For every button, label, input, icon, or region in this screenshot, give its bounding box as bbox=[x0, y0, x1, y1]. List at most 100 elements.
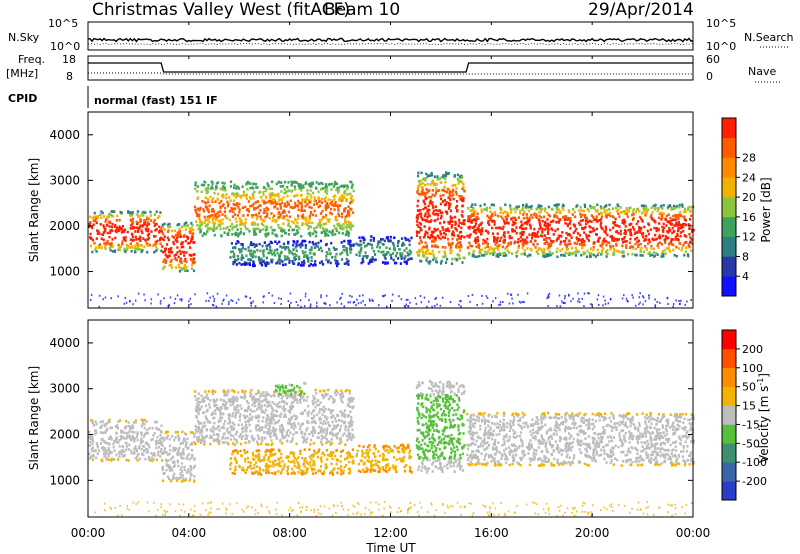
data-cell bbox=[97, 246, 101, 249]
data-cell bbox=[229, 256, 232, 259]
data-cell bbox=[135, 435, 139, 439]
data-cell bbox=[223, 422, 226, 426]
data-cell bbox=[502, 241, 505, 244]
data-cell bbox=[255, 424, 258, 427]
data-cell bbox=[284, 413, 287, 416]
data-cell bbox=[235, 263, 238, 266]
data-cell bbox=[286, 186, 289, 189]
data-cell bbox=[454, 221, 457, 225]
data-cell bbox=[417, 213, 420, 217]
data-cell bbox=[332, 424, 335, 428]
data-cell bbox=[102, 448, 105, 452]
data-cell bbox=[259, 407, 262, 410]
data-cell bbox=[136, 246, 140, 250]
data-cell bbox=[96, 232, 99, 235]
data-cell bbox=[600, 207, 603, 210]
data-cell bbox=[154, 240, 157, 244]
data-cell bbox=[272, 418, 275, 422]
data-cell bbox=[345, 262, 348, 265]
data-cell bbox=[249, 408, 252, 412]
data-cell bbox=[595, 215, 598, 218]
data-cell bbox=[176, 453, 179, 457]
data-cell bbox=[221, 437, 224, 440]
data-cell bbox=[461, 261, 464, 264]
data-cell bbox=[186, 471, 189, 474]
data-cell bbox=[236, 240, 239, 243]
data-cell bbox=[331, 230, 334, 234]
data-cell bbox=[224, 437, 227, 440]
data-cell bbox=[211, 200, 214, 204]
data-cell bbox=[431, 189, 435, 192]
data-cell bbox=[101, 437, 104, 441]
data-cell bbox=[590, 214, 593, 217]
data-cell bbox=[570, 236, 573, 239]
data-cell bbox=[460, 195, 463, 199]
data-cell bbox=[287, 248, 290, 252]
data-cell bbox=[449, 248, 452, 252]
data-cell bbox=[320, 438, 323, 441]
data-cell bbox=[341, 400, 344, 404]
data-cell bbox=[342, 245, 345, 248]
data-cell bbox=[165, 458, 168, 462]
scatter-cell bbox=[383, 295, 385, 298]
data-cell bbox=[89, 232, 92, 236]
data-cell bbox=[140, 431, 143, 434]
data-cell bbox=[197, 406, 200, 410]
data-cell bbox=[108, 418, 111, 422]
data-cell bbox=[247, 405, 250, 409]
data-cell bbox=[532, 233, 535, 237]
data-cell bbox=[181, 225, 184, 229]
data-cell bbox=[455, 200, 459, 203]
data-cell bbox=[327, 204, 330, 208]
scatter-cell bbox=[638, 296, 641, 299]
data-cell bbox=[109, 243, 112, 247]
data-cell bbox=[247, 246, 250, 249]
data-cell bbox=[325, 255, 328, 258]
data-cell bbox=[239, 442, 242, 446]
data-cell bbox=[340, 241, 343, 244]
data-cell bbox=[246, 213, 249, 217]
data-cell bbox=[542, 252, 545, 255]
data-cell bbox=[90, 447, 93, 451]
data-cell bbox=[688, 218, 692, 221]
data-cell bbox=[278, 240, 281, 244]
scatter-cell bbox=[212, 303, 214, 306]
data-cell bbox=[190, 237, 193, 241]
data-cell bbox=[306, 221, 309, 224]
data-cell bbox=[174, 436, 177, 439]
data-cell bbox=[278, 419, 281, 422]
data-cell bbox=[282, 415, 286, 418]
data-cell bbox=[673, 224, 676, 227]
data-cell bbox=[238, 194, 241, 198]
data-cell bbox=[457, 224, 460, 227]
data-cell bbox=[143, 433, 146, 436]
data-cell bbox=[290, 422, 293, 426]
data-cell bbox=[319, 221, 322, 225]
data-cell bbox=[287, 233, 290, 236]
data-cell bbox=[279, 185, 282, 188]
data-cell bbox=[186, 455, 189, 458]
data-cell bbox=[102, 431, 105, 435]
data-cell bbox=[549, 253, 552, 257]
data-cell bbox=[313, 246, 316, 249]
data-cell bbox=[301, 213, 304, 217]
data-cell bbox=[600, 218, 603, 221]
data-cell bbox=[430, 230, 433, 234]
data-cell bbox=[129, 238, 132, 241]
data-cell bbox=[229, 434, 233, 437]
data-cell bbox=[606, 249, 609, 252]
data-cell bbox=[146, 250, 149, 254]
data-cell bbox=[523, 249, 527, 252]
data-cell bbox=[552, 233, 555, 236]
data-cell bbox=[177, 450, 180, 453]
data-cell bbox=[592, 215, 595, 219]
data-cell bbox=[419, 179, 422, 183]
data-cell bbox=[179, 257, 182, 261]
data-cell bbox=[173, 447, 176, 450]
data-cell bbox=[227, 413, 230, 417]
data-cell bbox=[200, 223, 203, 227]
data-cell bbox=[103, 447, 106, 450]
data-cell bbox=[214, 221, 217, 225]
data-cell bbox=[615, 244, 618, 247]
scatter-cell bbox=[308, 299, 310, 302]
